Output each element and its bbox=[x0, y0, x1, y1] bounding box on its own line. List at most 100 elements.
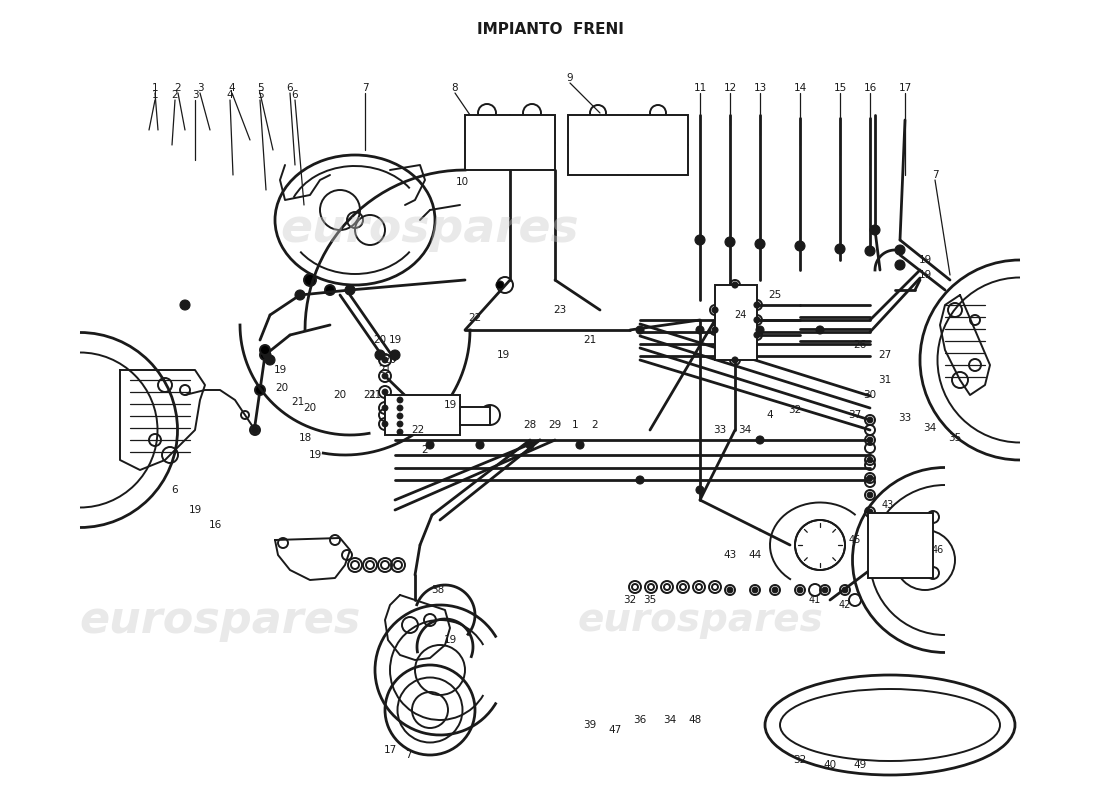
Text: 37: 37 bbox=[848, 410, 861, 420]
Circle shape bbox=[251, 426, 258, 434]
Text: 40: 40 bbox=[824, 760, 837, 770]
Circle shape bbox=[754, 302, 760, 308]
Circle shape bbox=[260, 350, 270, 360]
Text: 46: 46 bbox=[932, 545, 944, 555]
Text: 19: 19 bbox=[188, 505, 201, 515]
Circle shape bbox=[755, 239, 764, 249]
Text: 2: 2 bbox=[172, 90, 178, 100]
Circle shape bbox=[865, 246, 874, 256]
Text: 35: 35 bbox=[948, 433, 961, 443]
Circle shape bbox=[382, 373, 388, 379]
Text: 42: 42 bbox=[839, 600, 851, 610]
Text: 5: 5 bbox=[256, 83, 263, 93]
Text: 9: 9 bbox=[566, 73, 573, 83]
Text: 19: 19 bbox=[918, 270, 932, 280]
Text: 1: 1 bbox=[572, 420, 579, 430]
Text: 4: 4 bbox=[767, 410, 773, 420]
Text: 14: 14 bbox=[793, 83, 806, 93]
Text: 21: 21 bbox=[378, 365, 392, 375]
Text: 15: 15 bbox=[834, 83, 847, 93]
Circle shape bbox=[345, 285, 355, 295]
Text: 19: 19 bbox=[443, 400, 456, 410]
Text: 20: 20 bbox=[373, 335, 386, 345]
Text: 18: 18 bbox=[298, 433, 311, 443]
Circle shape bbox=[382, 389, 388, 395]
Text: 23: 23 bbox=[553, 305, 566, 315]
Text: 7: 7 bbox=[362, 83, 369, 93]
Circle shape bbox=[795, 241, 805, 251]
FancyBboxPatch shape bbox=[715, 285, 757, 360]
Circle shape bbox=[732, 357, 738, 363]
Circle shape bbox=[835, 244, 845, 254]
Circle shape bbox=[727, 587, 733, 593]
Text: 48: 48 bbox=[689, 715, 702, 725]
Circle shape bbox=[382, 405, 388, 411]
Text: 7: 7 bbox=[932, 170, 938, 180]
Text: eurospares: eurospares bbox=[280, 207, 580, 253]
FancyBboxPatch shape bbox=[868, 513, 933, 578]
Text: 44: 44 bbox=[748, 550, 761, 560]
Circle shape bbox=[895, 245, 905, 255]
Circle shape bbox=[263, 351, 271, 359]
Text: 33: 33 bbox=[899, 413, 912, 423]
Text: 47: 47 bbox=[608, 725, 622, 735]
Circle shape bbox=[870, 225, 880, 235]
Circle shape bbox=[397, 421, 403, 427]
Text: 19: 19 bbox=[274, 365, 287, 375]
Text: 43: 43 bbox=[882, 500, 894, 510]
Text: 2: 2 bbox=[592, 420, 598, 430]
Text: 11: 11 bbox=[693, 83, 706, 93]
Text: 6: 6 bbox=[287, 83, 294, 93]
Text: eurospares: eurospares bbox=[79, 598, 361, 642]
Text: 45: 45 bbox=[849, 535, 861, 545]
Text: 32: 32 bbox=[793, 755, 806, 765]
Text: 19: 19 bbox=[443, 635, 456, 645]
Text: 16: 16 bbox=[208, 520, 221, 530]
Text: 32: 32 bbox=[624, 595, 637, 605]
Circle shape bbox=[712, 307, 718, 313]
Text: 19: 19 bbox=[308, 450, 321, 460]
Text: 35: 35 bbox=[644, 595, 657, 605]
Text: 21: 21 bbox=[363, 390, 376, 400]
Circle shape bbox=[732, 282, 738, 288]
Circle shape bbox=[696, 486, 704, 494]
Text: 19: 19 bbox=[918, 255, 932, 265]
Text: 5: 5 bbox=[256, 90, 263, 100]
Text: 1: 1 bbox=[152, 90, 158, 100]
Circle shape bbox=[397, 405, 403, 411]
Text: 38: 38 bbox=[431, 585, 444, 595]
Circle shape bbox=[772, 587, 778, 593]
Circle shape bbox=[798, 587, 803, 593]
Text: 26: 26 bbox=[854, 340, 867, 350]
Text: 3: 3 bbox=[191, 90, 198, 100]
Text: 20: 20 bbox=[384, 355, 397, 365]
Circle shape bbox=[426, 441, 434, 449]
Circle shape bbox=[842, 587, 848, 593]
Text: 32: 32 bbox=[789, 405, 802, 415]
Text: 49: 49 bbox=[854, 760, 867, 770]
Text: 19: 19 bbox=[496, 350, 509, 360]
Circle shape bbox=[867, 437, 873, 443]
Circle shape bbox=[526, 441, 534, 449]
Circle shape bbox=[636, 476, 644, 484]
Text: 6: 6 bbox=[172, 485, 178, 495]
Text: 28: 28 bbox=[524, 420, 537, 430]
Text: 12: 12 bbox=[724, 83, 737, 93]
Circle shape bbox=[895, 260, 905, 270]
Text: 1: 1 bbox=[152, 83, 158, 93]
Text: 19: 19 bbox=[388, 335, 401, 345]
Circle shape bbox=[295, 290, 305, 300]
Circle shape bbox=[496, 281, 504, 289]
FancyBboxPatch shape bbox=[465, 115, 556, 170]
Text: 36: 36 bbox=[634, 715, 647, 725]
Text: 34: 34 bbox=[738, 425, 751, 435]
Text: 25: 25 bbox=[769, 290, 782, 300]
Text: 31: 31 bbox=[879, 375, 892, 385]
Circle shape bbox=[397, 413, 403, 419]
Text: 16: 16 bbox=[864, 83, 877, 93]
Text: eurospares: eurospares bbox=[578, 601, 823, 639]
Text: 8: 8 bbox=[452, 83, 459, 93]
FancyBboxPatch shape bbox=[568, 115, 688, 175]
Text: 33: 33 bbox=[714, 425, 727, 435]
Text: 2: 2 bbox=[175, 83, 182, 93]
